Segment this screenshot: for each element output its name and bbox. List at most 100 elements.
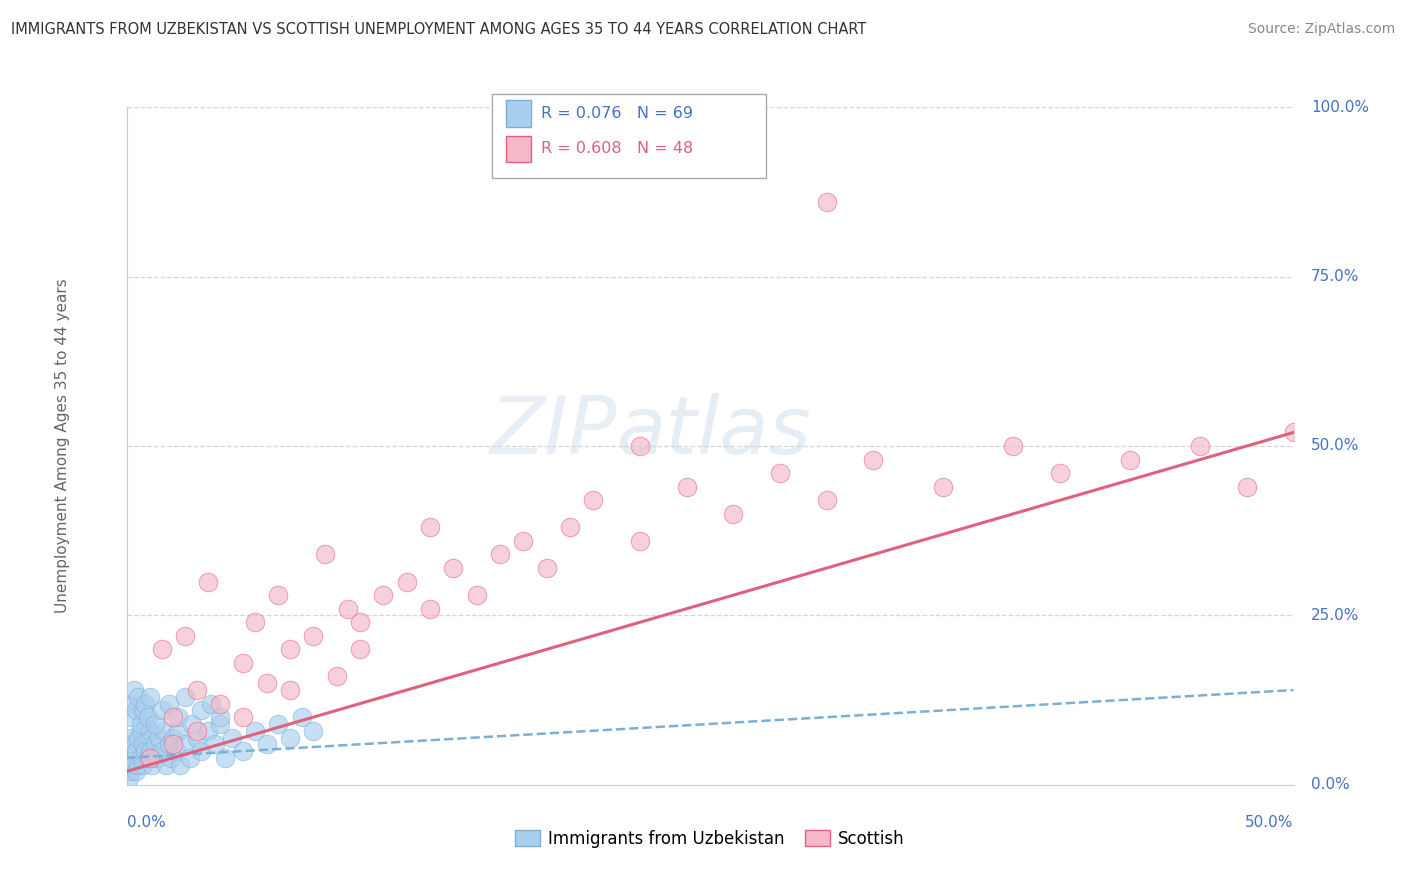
Point: [129, 723, 152, 738]
Point: [197, 723, 219, 738]
Point: [232, 744, 254, 758]
Point: [174, 690, 197, 704]
Point: [314, 548, 336, 562]
Text: R = 0.076   N = 69: R = 0.076 N = 69: [541, 106, 693, 120]
Point: [208, 717, 231, 731]
Point: [186, 723, 208, 738]
Point: [628, 439, 651, 453]
Text: ZIP: ZIP: [489, 393, 617, 472]
Point: [536, 561, 558, 575]
Point: [120, 710, 142, 724]
Point: [267, 588, 290, 602]
Point: [325, 669, 347, 683]
Point: [1119, 452, 1142, 467]
Text: R = 0.608   N = 48: R = 0.608 N = 48: [541, 142, 693, 156]
Text: Unemployment Among Ages 35 to 44 years: Unemployment Among Ages 35 to 44 years: [55, 278, 70, 614]
Point: [122, 757, 145, 772]
Point: [932, 480, 955, 494]
Point: [441, 561, 464, 575]
Point: [143, 717, 166, 731]
Point: [153, 723, 176, 738]
Point: [1002, 439, 1025, 453]
Point: [200, 697, 222, 711]
Point: [118, 771, 141, 785]
Point: [373, 588, 395, 602]
Point: [1282, 425, 1305, 440]
Text: 100.0%: 100.0%: [1310, 100, 1369, 114]
Point: [127, 690, 149, 704]
Point: [419, 601, 441, 615]
Point: [349, 642, 371, 657]
Text: 50.0%: 50.0%: [1310, 439, 1360, 453]
Point: [118, 737, 141, 751]
Point: [120, 764, 142, 779]
Text: 50.0%: 50.0%: [1246, 815, 1294, 830]
Point: [129, 717, 152, 731]
Point: [143, 737, 166, 751]
Point: [162, 710, 184, 724]
Point: [160, 751, 183, 765]
Point: [127, 757, 149, 772]
Point: [349, 615, 371, 630]
Text: 0.0%: 0.0%: [1310, 778, 1350, 792]
Point: [118, 757, 141, 772]
Point: [278, 642, 301, 657]
Point: [132, 703, 155, 717]
Point: [139, 751, 162, 765]
Point: [186, 683, 208, 698]
Point: [190, 744, 212, 758]
Point: [150, 744, 173, 758]
Point: [290, 710, 312, 724]
Point: [512, 533, 534, 548]
Point: [134, 744, 156, 758]
Point: [127, 731, 149, 745]
Point: [174, 737, 197, 751]
Point: [815, 493, 838, 508]
Point: [155, 757, 177, 772]
Point: [180, 717, 202, 731]
Point: [141, 757, 163, 772]
Point: [1049, 466, 1071, 480]
Point: [582, 493, 605, 508]
Point: [465, 588, 488, 602]
Point: [1236, 480, 1258, 494]
Point: [723, 507, 745, 521]
Text: 0.0%: 0.0%: [127, 815, 166, 830]
Point: [134, 697, 156, 711]
Point: [256, 737, 278, 751]
Point: [419, 520, 441, 534]
Point: [190, 703, 212, 717]
Point: [395, 574, 418, 589]
Point: [675, 480, 697, 494]
Point: [267, 717, 290, 731]
Point: [167, 710, 190, 724]
Text: 75.0%: 75.0%: [1310, 269, 1360, 284]
Point: [167, 723, 190, 738]
Point: [302, 723, 325, 738]
Point: [243, 723, 266, 738]
Point: [769, 466, 792, 480]
Point: [278, 683, 301, 698]
Point: [815, 194, 838, 209]
Text: 25.0%: 25.0%: [1310, 608, 1360, 623]
Point: [120, 731, 142, 745]
Point: [208, 710, 231, 724]
Point: [134, 717, 156, 731]
Point: [208, 697, 231, 711]
Point: [169, 757, 191, 772]
Point: [139, 723, 162, 738]
Point: [558, 520, 581, 534]
Point: [165, 744, 187, 758]
Point: [278, 731, 301, 745]
Point: [139, 744, 162, 758]
Point: [132, 757, 155, 772]
Point: [243, 615, 266, 630]
Point: [157, 737, 180, 751]
Point: [146, 751, 169, 765]
Point: [136, 710, 159, 724]
Point: [125, 703, 148, 717]
Point: [862, 452, 884, 467]
Point: [174, 629, 197, 643]
Point: [302, 629, 325, 643]
Point: [125, 744, 148, 758]
